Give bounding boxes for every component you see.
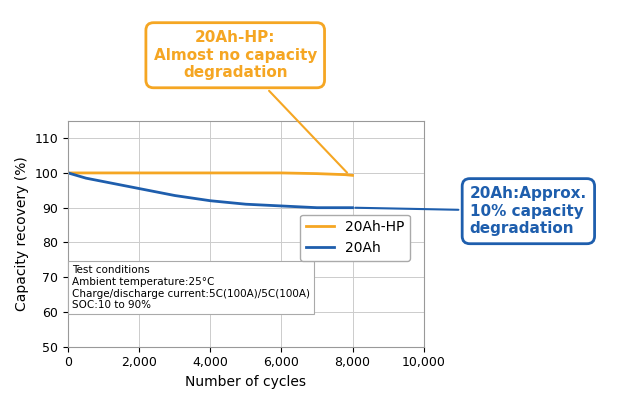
20Ah-HP <box>68 170 75 175</box>
20Ah <box>206 198 214 203</box>
20Ah <box>64 170 72 175</box>
20Ah-HP <box>206 170 214 175</box>
20Ah <box>82 176 90 181</box>
20Ah-HP <box>135 170 143 175</box>
20Ah-HP <box>277 170 285 175</box>
20Ah <box>100 179 108 184</box>
Text: 20Ah-HP:
Almost no capacity
degradation: 20Ah-HP: Almost no capacity degradation <box>153 30 347 173</box>
20Ah <box>242 202 250 206</box>
20Ah <box>135 186 143 191</box>
20Ah-HP <box>64 170 72 175</box>
20Ah <box>277 204 285 208</box>
Line: 20Ah-HP: 20Ah-HP <box>68 173 352 175</box>
20Ah-HP <box>242 170 250 175</box>
20Ah-HP <box>349 173 356 178</box>
Y-axis label: Capacity recovery (%): Capacity recovery (%) <box>15 156 29 311</box>
20Ah-HP <box>313 171 321 176</box>
X-axis label: Number of cycles: Number of cycles <box>185 375 307 389</box>
Text: Test conditions
Ambient temperature:25°C
Charge/discharge current:5C(100A)/5C(10: Test conditions Ambient temperature:25°C… <box>72 265 310 310</box>
20Ah-HP <box>171 170 179 175</box>
Text: 20Ah:Approx.
10% capacity
degradation: 20Ah:Approx. 10% capacity degradation <box>355 186 587 236</box>
Line: 20Ah: 20Ah <box>68 173 352 208</box>
20Ah <box>313 205 321 210</box>
20Ah <box>171 193 179 198</box>
20Ah-HP <box>342 172 349 177</box>
Legend: 20Ah-HP, 20Ah: 20Ah-HP, 20Ah <box>300 215 410 261</box>
20Ah-HP <box>82 170 90 175</box>
20Ah-HP <box>100 170 108 175</box>
20Ah <box>349 205 356 210</box>
